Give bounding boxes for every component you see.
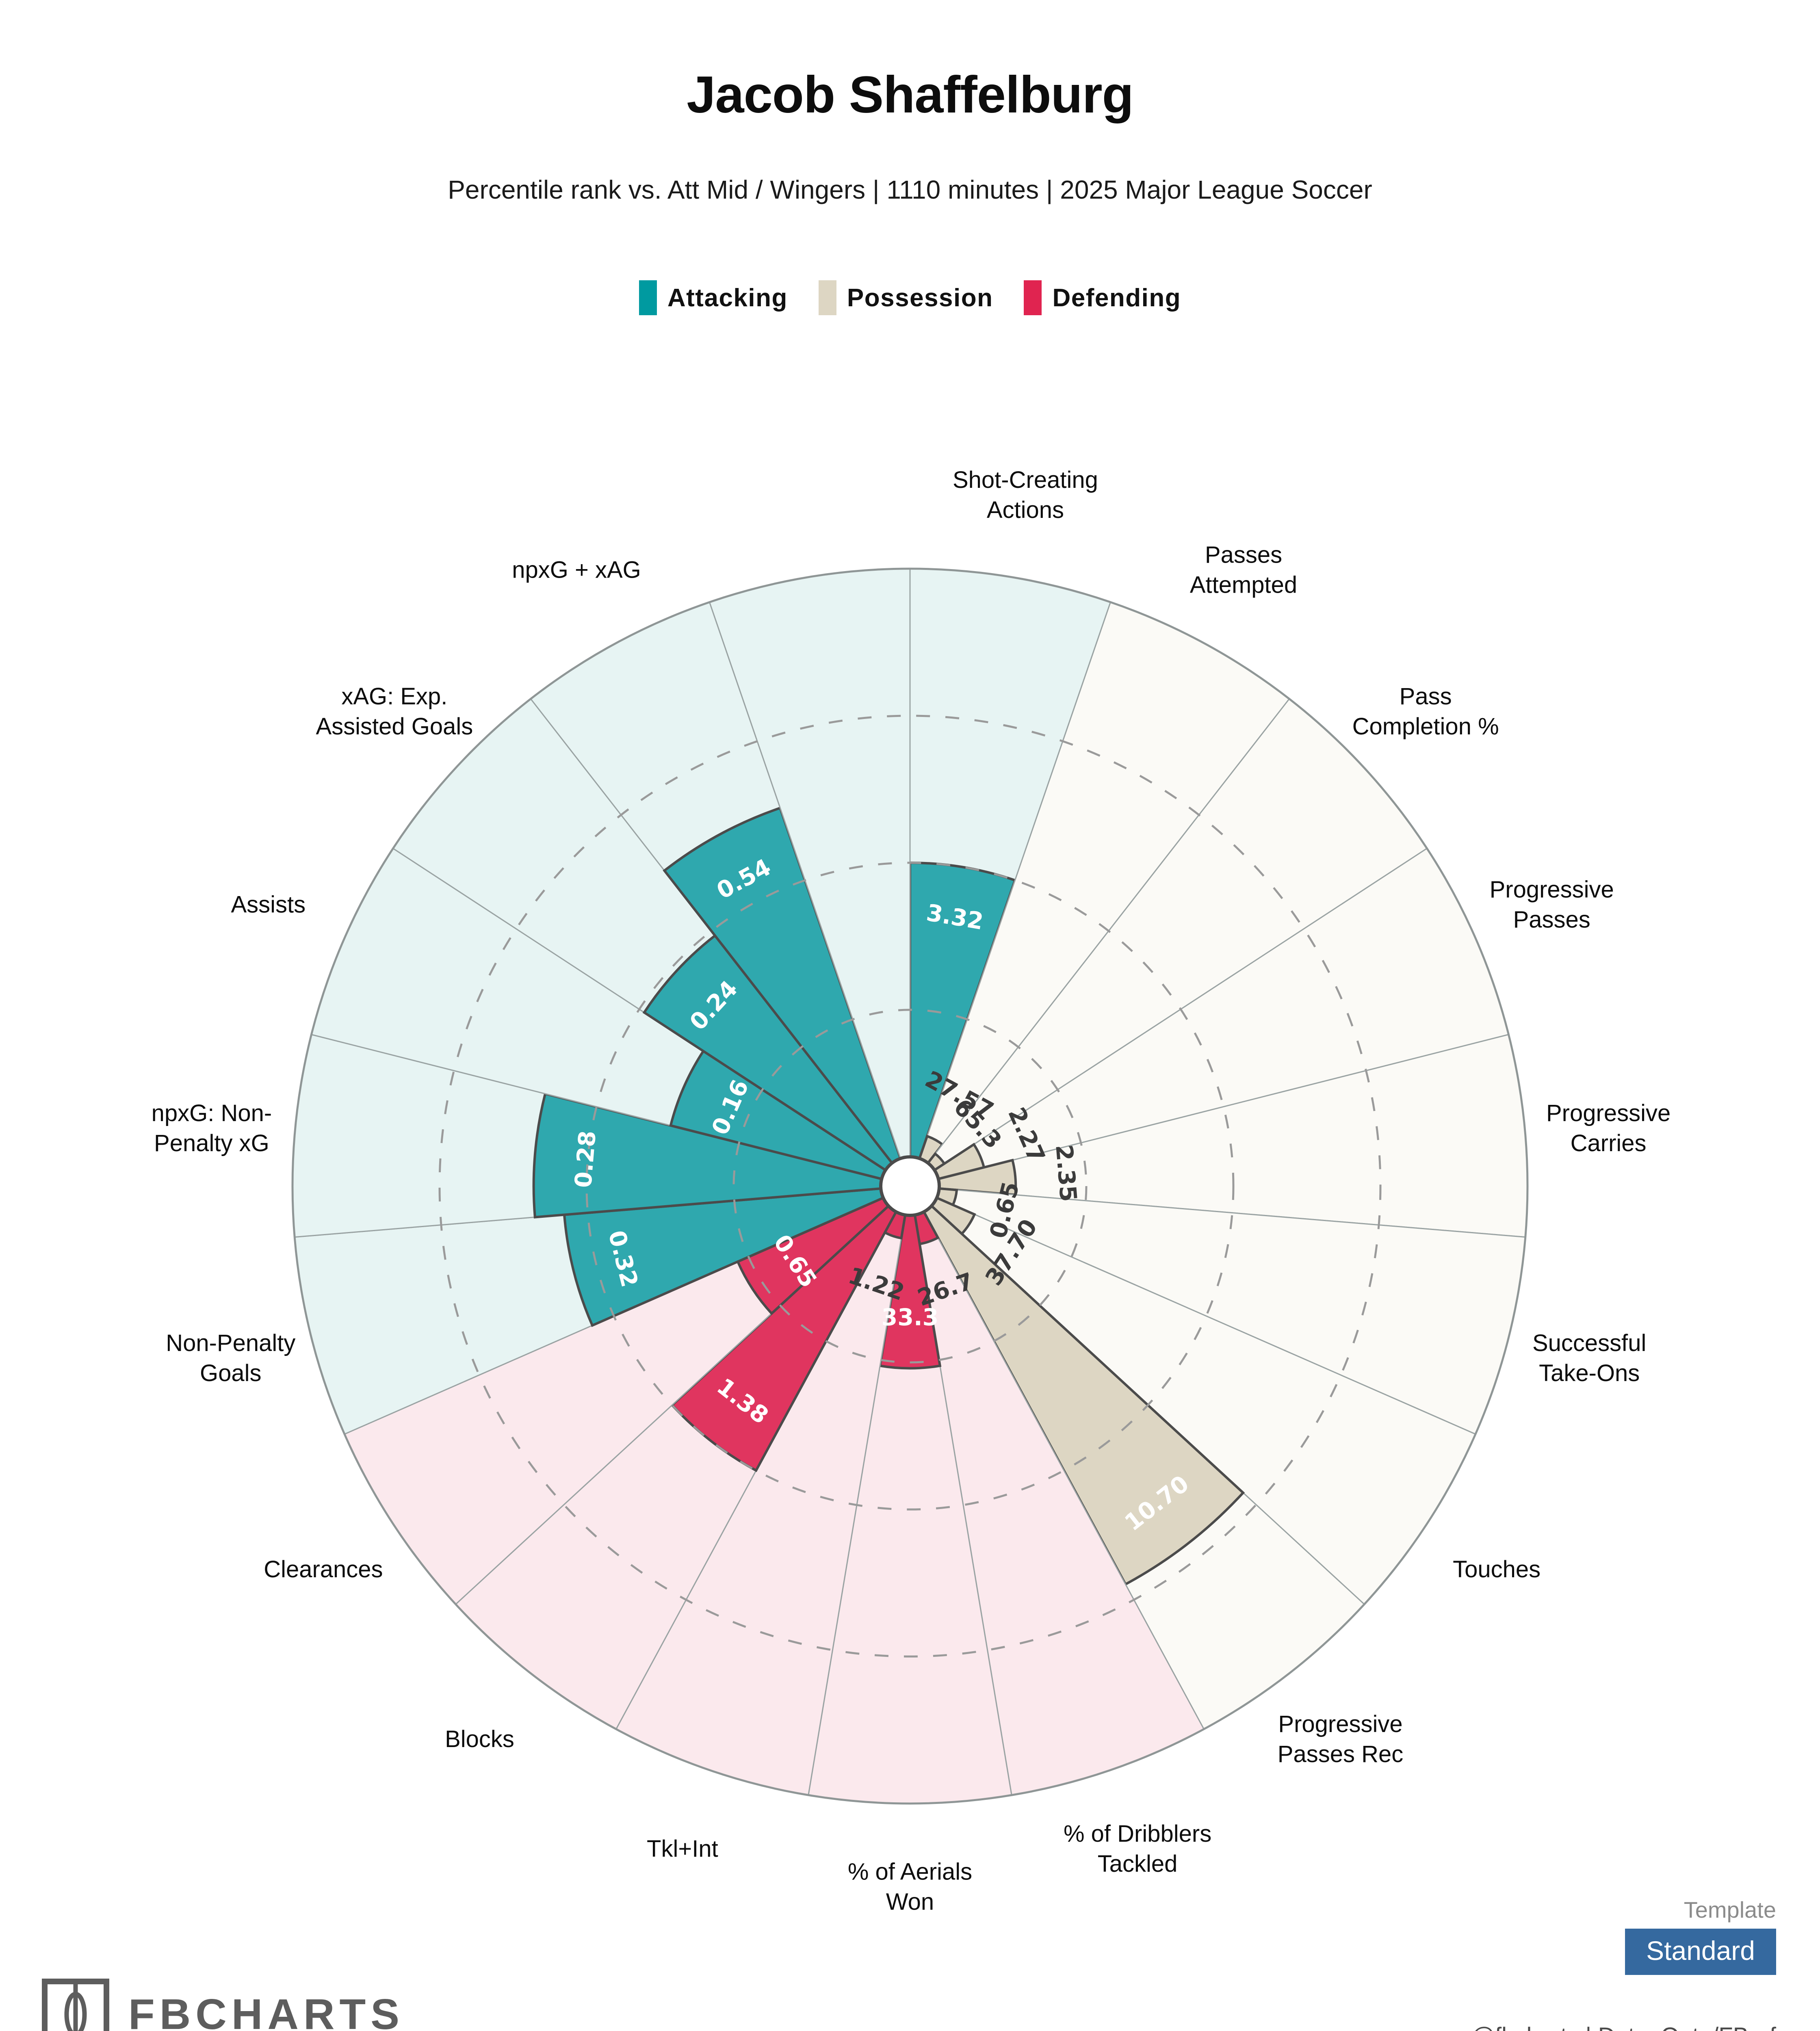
pizza-gridline-50 (585, 862, 1235, 1511)
pizza-parameter-label: Carries (1571, 1130, 1647, 1156)
legend-label-defending: Defending (1052, 284, 1181, 312)
pizza-parameter-label: Passes (1205, 541, 1282, 568)
pizza-parameter-label: Goals (200, 1360, 262, 1386)
pizza-gridline-75 (438, 715, 1382, 1658)
pizza-parameter-label: npxG + xAG (512, 556, 641, 583)
pizza-parameter-label: Tkl+Int (647, 1836, 718, 1862)
pizza-parameter-label: Penalty xG (154, 1130, 269, 1156)
template-caption: Template (1684, 1897, 1776, 1923)
pizza-parameter-label: Progressive (1546, 1100, 1670, 1126)
template-block: Template Standard (1625, 1897, 1776, 1975)
legend-swatch-possession (818, 280, 836, 315)
pizza-parameter-label: Blocks (445, 1726, 514, 1752)
pizza-parameter-label: Tackled (1098, 1851, 1178, 1877)
pizza-parameter-label: Progressive (1278, 1711, 1402, 1737)
pizza-parameter-label: % of Aerials (848, 1859, 972, 1885)
legend-item-defending: Defending (1024, 280, 1181, 315)
pizza-label-layer: Shot-Creating Actions Passes Attempted Pass C… (152, 467, 1671, 1915)
pizza-parameter-label: Assists (231, 892, 306, 918)
legend-label-attacking: Attacking (667, 284, 788, 312)
pizza-parameter-label: Passes Rec (1278, 1741, 1403, 1767)
chart-subtitle: Percentile rank vs. Att Mid / Wingers | … (448, 175, 1372, 204)
pizza-parameter-label: Non-Penalty (166, 1330, 295, 1356)
legend-swatch-attacking (639, 280, 657, 315)
pizza-parameter-label: npxG: Non- (152, 1100, 272, 1126)
pizza-parameter-label: Assisted Goals (316, 713, 473, 740)
pizza-parameter-label: Successful (1532, 1330, 1646, 1356)
pizza-parameter-label: Pass (1400, 683, 1452, 710)
pizza-parameter-label: Passes (1513, 907, 1590, 933)
pizza-parameter-label: Touches (1453, 1556, 1540, 1583)
pizza-slice-value-label: 0.28 (570, 1130, 601, 1189)
chart-legend: Attacking Possession Defending (0, 280, 1820, 315)
pizza-parameter-label: % of Dribblers (1064, 1821, 1211, 1847)
pizza-gridlines (291, 567, 1529, 1805)
legend-swatch-defending (1024, 280, 1042, 315)
pizza-parameter-label: Shot-Creating (953, 467, 1098, 493)
pizza-parameter-label: Won (886, 1889, 934, 1915)
pizza-outer-ring (291, 567, 1529, 1805)
pizza-parameter-label: Completion % (1352, 713, 1499, 740)
pizza-parameter-label: xAG: Exp. (341, 683, 447, 710)
pizza-parameter-label: Actions (987, 497, 1064, 523)
pizza-track-layer (292, 568, 1528, 1804)
pitch-icon (42, 1979, 109, 2031)
page-title: Jacob Shaffelburg (687, 66, 1134, 124)
pizza-center-circle (879, 1155, 941, 1217)
template-badge[interactable]: Standard (1625, 1929, 1776, 1975)
pizza-gridline-25 (732, 1009, 1088, 1364)
pizza-slice-value-label: 33.3 (882, 1304, 939, 1331)
pizza-parameter-label: Attempted (1190, 572, 1297, 598)
legend-item-possession: Possession (818, 280, 993, 315)
legend-label-possession: Possession (847, 284, 993, 312)
pizza-center-hub (879, 1155, 941, 1217)
pizza-parameter-label: Clearances (264, 1556, 383, 1583)
legend-item-attacking: Attacking (639, 280, 788, 315)
pizza-parameter-label: Take-Ons (1539, 1360, 1640, 1386)
pizza-parameter-label: Progressive (1490, 877, 1614, 903)
credit-line: @fbcharts | Data: Opta/FBref (1471, 2022, 1776, 2031)
pizza-slice-value-label: 2.35 (1050, 1143, 1081, 1203)
fbcharts-wordmark: FBCHARTS (128, 1990, 404, 2031)
fbcharts-logo: FBCHARTS (41, 1977, 404, 2031)
